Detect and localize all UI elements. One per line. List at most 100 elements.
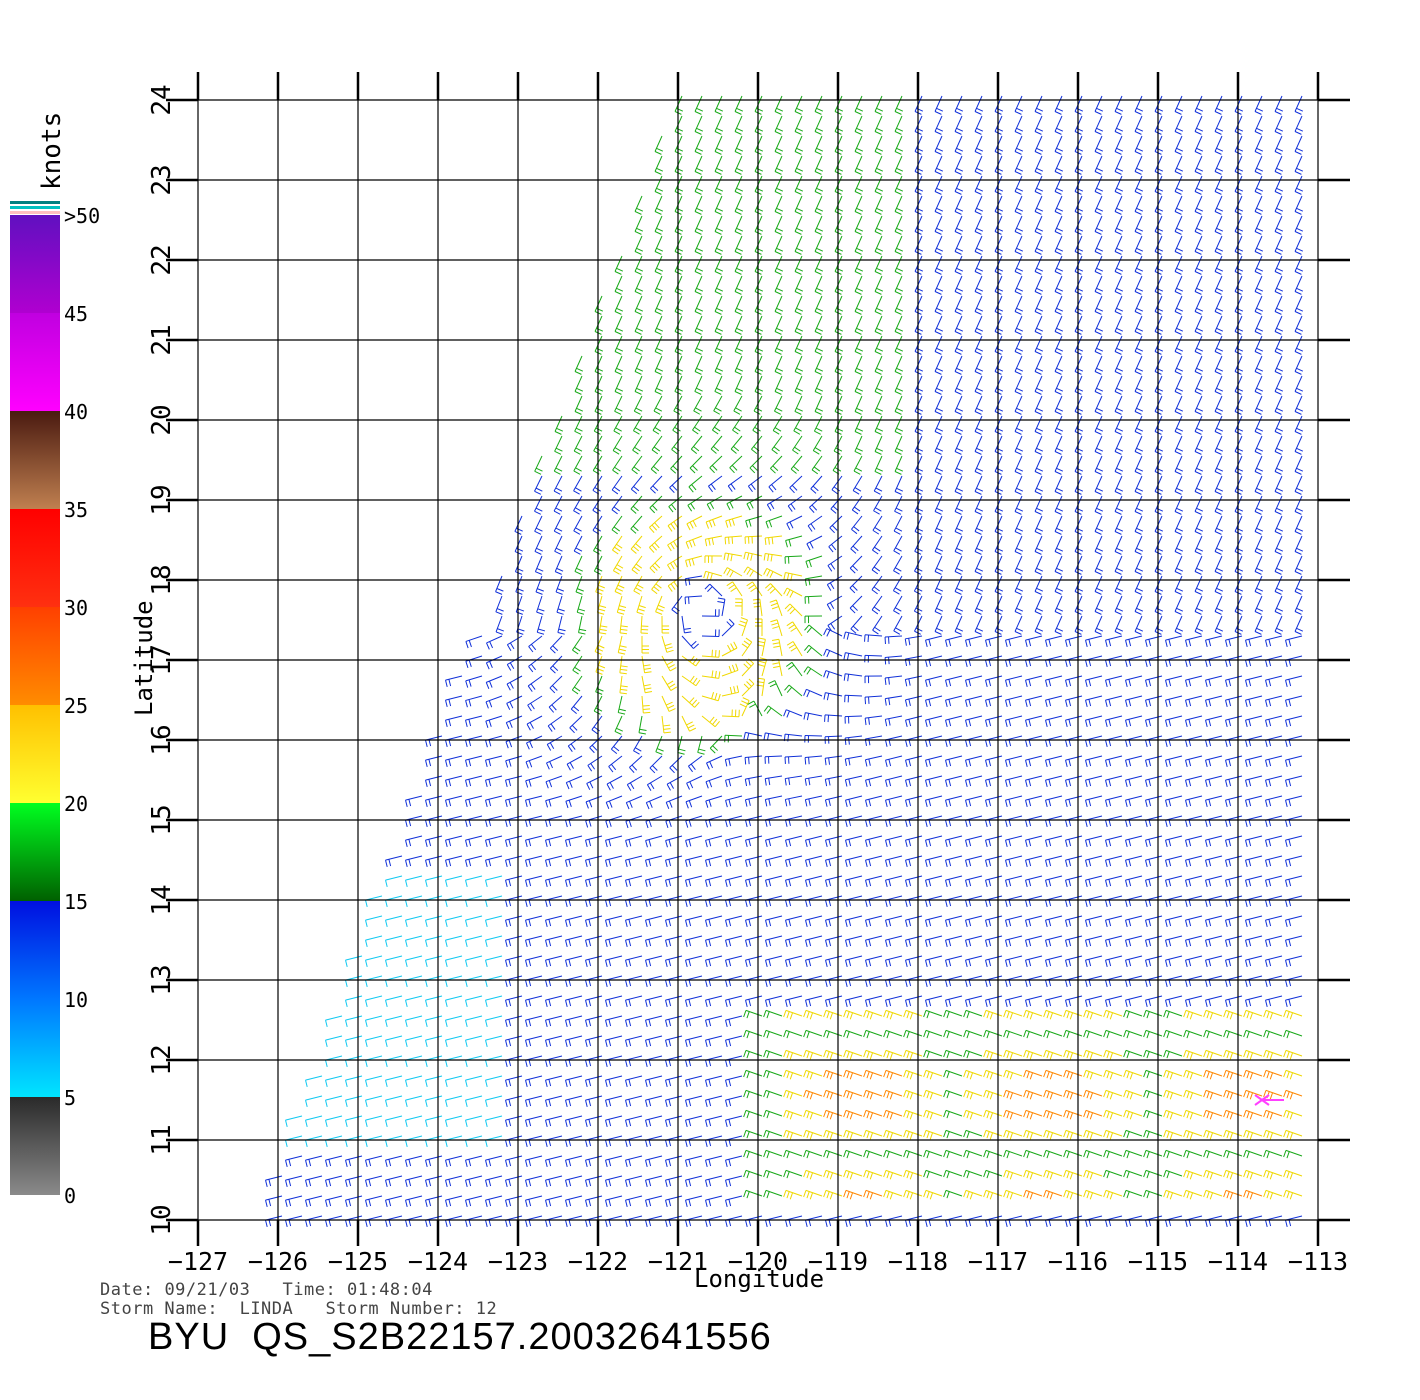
wind-barb	[884, 1110, 902, 1119]
wind-barb	[1215, 236, 1223, 254]
wind-barb	[574, 496, 582, 514]
wind-barb	[566, 776, 582, 789]
wind-barb	[1175, 436, 1183, 454]
wind-barb	[1286, 736, 1302, 747]
wind-barb	[635, 316, 643, 334]
wind-barb	[884, 1130, 902, 1139]
wind-barb	[1186, 736, 1202, 747]
wind-barb	[1206, 816, 1222, 827]
wind-barb	[886, 996, 902, 1007]
wind-barb	[1246, 836, 1262, 847]
wind-barb	[1015, 596, 1023, 614]
wind-barb	[787, 642, 802, 656]
wind-barb	[715, 136, 723, 154]
wind-barb	[595, 356, 603, 374]
wind-barb	[1175, 556, 1183, 574]
wind-barb	[1206, 836, 1222, 847]
wind-barb	[706, 516, 722, 529]
wind-barb	[824, 671, 842, 679]
wind-barb	[586, 896, 602, 907]
wind-barb	[672, 596, 682, 614]
wind-barb	[815, 336, 823, 354]
wind-barb	[915, 516, 923, 534]
wind-barb	[1195, 436, 1203, 454]
wind-barb	[1215, 336, 1223, 354]
wind-barb	[595, 316, 603, 334]
wind-barb	[1095, 256, 1103, 274]
wind-barb	[1215, 136, 1223, 154]
wind-barb	[825, 715, 842, 722]
wind-barb	[486, 976, 502, 987]
wind-barb	[646, 1016, 662, 1027]
wind-barb	[466, 796, 482, 807]
wind-barb	[831, 496, 842, 513]
wind-barb	[1075, 496, 1083, 514]
wind-barb	[675, 216, 683, 234]
wind-barb	[1015, 576, 1023, 594]
wind-barb	[844, 1030, 862, 1038]
wind-barb	[546, 1036, 562, 1047]
wind-barb	[606, 1076, 622, 1087]
wind-barb	[1235, 196, 1243, 214]
wind-barb	[1195, 196, 1203, 214]
wind-barb	[1266, 916, 1282, 927]
wind-barb	[1275, 236, 1283, 254]
wind-barb	[1275, 596, 1283, 614]
wind-barb	[1135, 456, 1143, 474]
wind-barb	[815, 376, 823, 394]
wind-barb	[286, 1196, 302, 1207]
wind-barb	[1255, 456, 1263, 474]
wind-barb	[1224, 1030, 1242, 1038]
wind-barb	[606, 876, 622, 887]
wind-barb	[846, 956, 862, 967]
wind-barb	[1095, 116, 1103, 134]
wind-barb	[386, 1036, 402, 1047]
wind-barb	[1124, 1010, 1142, 1018]
wind-barb	[805, 576, 822, 586]
wind-barb	[666, 916, 682, 927]
wind-barb	[637, 596, 646, 614]
wind-barb	[506, 1116, 522, 1127]
wind-barb	[805, 596, 822, 604]
wind-barb	[766, 1216, 782, 1227]
wind-barb	[904, 1110, 922, 1119]
wind-barb	[446, 976, 462, 987]
wind-barb	[946, 836, 962, 847]
wind-barb	[466, 916, 482, 927]
wind-barb	[1175, 616, 1183, 634]
wind-barb	[935, 176, 943, 194]
wind-barb	[426, 1116, 442, 1127]
wind-barb	[1175, 96, 1183, 114]
wind-barb	[744, 732, 762, 740]
wind-barb	[866, 996, 882, 1007]
wind-barb	[1215, 196, 1223, 214]
wind-barb	[1204, 1050, 1222, 1059]
wind-barb	[1126, 856, 1142, 867]
wind-barb	[706, 876, 722, 887]
wind-barb	[1215, 416, 1223, 434]
wind-barb	[466, 896, 482, 907]
wind-barb	[1155, 576, 1163, 594]
wind-barb	[1086, 936, 1102, 947]
wind-barb	[1095, 296, 1103, 314]
wind-barb	[446, 756, 462, 767]
wind-barb	[586, 956, 602, 967]
wind-barb	[706, 816, 722, 827]
wind-barb	[995, 316, 1003, 334]
wind-barb	[1055, 336, 1063, 354]
wind-barb	[753, 416, 762, 434]
wind-barb	[1215, 176, 1223, 194]
wind-barb	[685, 596, 702, 604]
wind-barb	[1106, 956, 1122, 967]
wind-barb	[864, 1170, 882, 1179]
wind-barb	[748, 476, 762, 492]
wind-barb	[446, 996, 462, 1007]
wind-barb	[689, 476, 702, 492]
wind-barb	[1055, 136, 1063, 154]
wind-barb	[775, 376, 783, 394]
wind-barb	[633, 436, 642, 454]
wind-barb	[726, 936, 742, 947]
wind-barb	[1206, 756, 1222, 767]
wind-barb	[875, 276, 883, 294]
wind-barb	[1155, 516, 1163, 534]
